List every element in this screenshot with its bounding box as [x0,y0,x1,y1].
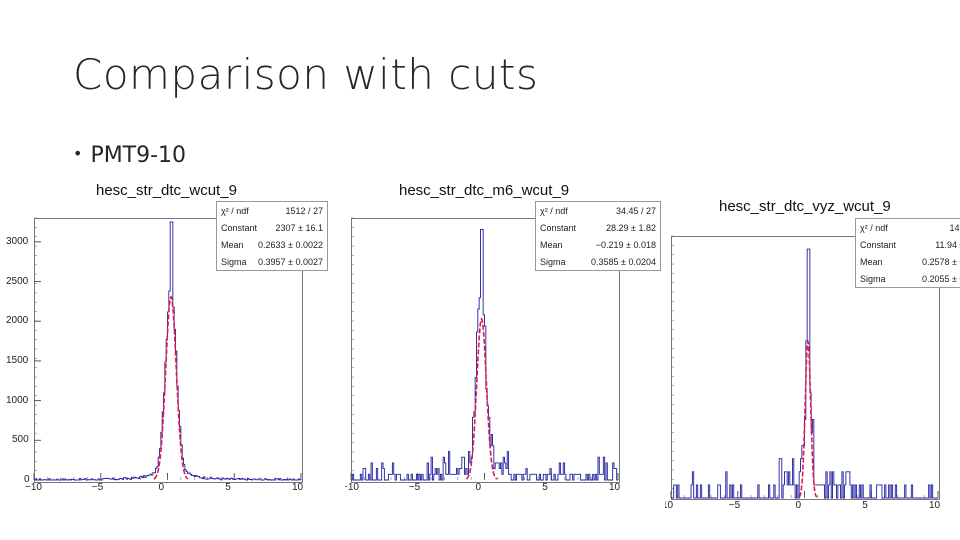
stats-value: 2307 ± 16.1 [275,222,323,233]
slide-title: Comparison with cuts [73,50,539,99]
stats-value: 14.84 [949,222,960,233]
histogram-plot-1: hesc_str_dtc_wcut_9 χ² / ndf 1512 / 27 Con… [0,182,332,498]
plot-title: hesc_str_dtc_m6_wcut_9 [399,182,570,199]
stats-label: Constant [860,239,897,250]
stats-value: 0.3585 ± 0.0204 [591,256,656,267]
stats-row: χ² / ndf 14.84 [856,219,960,236]
stats-label: Mean [540,239,563,250]
stats-row: Mean 0.2578 ± 0.0 [856,253,960,270]
axis-frame [351,218,620,483]
y-tick-label: 0 [24,474,30,485]
x-tick-label: −5 [91,482,104,493]
stats-value: 28.29 ± 1.82 [606,222,656,233]
stats-row: Mean −0.219 ± 0.018 [536,236,660,253]
stats-value: 0.2633 ± 0.0022 [258,239,323,250]
stats-row: Sigma 0.2055 ± 0.0 [856,270,960,287]
x-tick-label: 0 [475,482,482,493]
y-tick-label: 1500 [6,354,29,366]
histogram-series [351,228,618,481]
x-tick-label: 10 [929,500,941,511]
stats-value: −0.219 ± 0.018 [595,239,656,250]
y-tick-label: 2500 [6,275,29,287]
stats-value: 0.3957 ± 0.0027 [258,256,323,267]
plot-title: hesc_str_dtc_wcut_9 [96,182,237,199]
stats-row: Sigma 0.3585 ± 0.0204 [536,253,660,270]
histogram-canvas [670,235,939,499]
stats-label: Constant [540,222,577,233]
stats-box: χ² / ndf 34.45 / 27 Constant 28.29 ± 1.82 Me… [535,201,661,271]
x-tick-label: 0 [158,482,165,493]
stats-value: 0.2578 ± 0.0 [922,256,960,267]
x-tick-label: 0 [795,500,802,511]
gaussian-fit-line [465,317,498,480]
y-tick-label: 3000 [6,235,29,247]
stats-value: 34.45 / 27 [615,205,656,216]
x-tick-label: 5 [862,500,868,511]
stats-label: Sigma [860,273,886,284]
histogram-plot-2: hesc_str_dtc_m6_wcut_9 χ² / ndf 34.45 / 2… [345,182,665,498]
stats-row: Constant 2307 ± 16.1 [217,219,327,236]
stats-value: 1512 / 27 [285,205,323,216]
stats-label: Constant [221,222,258,233]
axis-frame [671,236,940,500]
stats-label: Sigma [540,256,566,267]
stats-row: Constant 11.94 ± 1 [856,236,960,253]
y-tick-label: 500 [12,434,29,446]
x-tick-label: −5 [728,500,741,511]
bullet-text: PMT9-10 [90,143,187,168]
stats-box: χ² / ndf 14.84 Constant 11.94 ± 1 Mean 0.2578… [855,218,960,288]
stats-box: χ² / ndf 1512 / 27 Constant 2307 ± 16.1 Mean… [216,201,328,271]
axis-frame [34,218,303,483]
stats-label: Sigma [221,256,247,267]
x-tick-label: −10 [25,482,42,493]
stats-label: Mean [860,256,883,267]
stats-row: Mean 0.2633 ± 0.0022 [217,236,327,253]
x-tick-label: −10 [345,482,359,493]
x-tick-label: 5 [542,482,548,493]
x-tick-label: 10 [665,500,674,511]
stats-row: Constant 28.29 ± 1.82 [536,219,660,236]
stats-value: 11.94 ± 1 [935,239,960,250]
gaussian-fit-line [798,339,818,498]
x-tick-label: 5 [225,482,231,493]
x-tick-label: 10 [609,482,621,493]
stats-label: Mean [221,239,244,250]
stats-label: χ² / ndf [540,205,568,216]
histogram-canvas [350,217,619,481]
y-tick-label: 2000 [6,315,29,327]
stats-label: χ² / ndf [860,222,888,233]
y-tick-label: 1000 [6,394,29,406]
x-tick-label: −5 [408,482,421,493]
stats-row: χ² / ndf 1512 / 27 [217,202,327,219]
gaussian-fit-line [153,295,189,480]
histogram-series [34,221,301,481]
histogram-plot-3: hesc_str_dtc_vyz_wcut_9 χ² / ndf 14.84 Con… [665,198,960,518]
histogram-series [671,248,938,499]
bullet-dot-icon: • [73,144,83,163]
bullet-item: • PMT9-10 [73,143,186,169]
histogram-canvas [33,217,302,481]
stats-row: χ² / ndf 34.45 / 27 [536,202,660,219]
stats-row: Sigma 0.3957 ± 0.0027 [217,253,327,270]
stats-value: 0.2055 ± 0.0 [922,273,960,284]
x-tick-label: 10 [292,482,304,493]
plot-title: hesc_str_dtc_vyz_wcut_9 [719,198,891,215]
stats-label: χ² / ndf [221,205,249,216]
